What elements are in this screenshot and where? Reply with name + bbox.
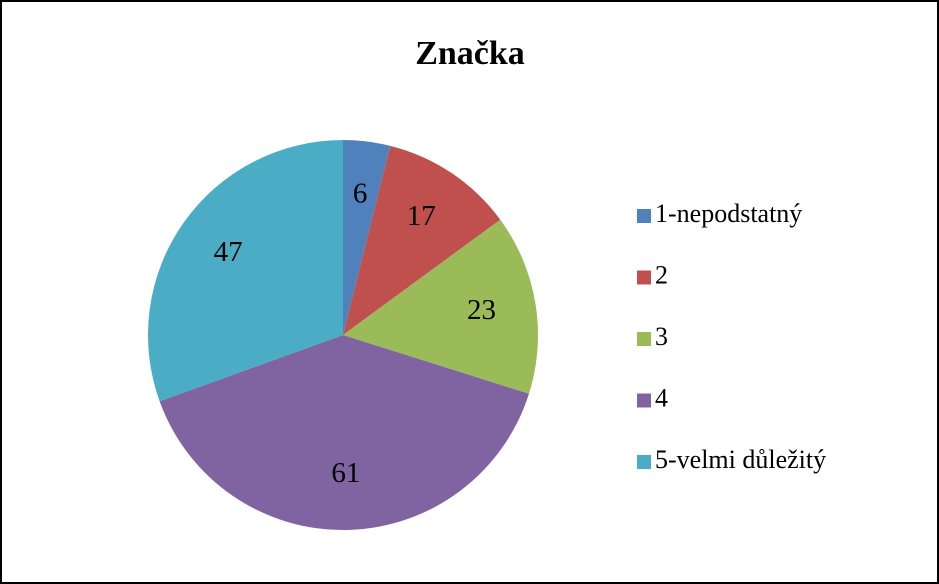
legend-swatch xyxy=(637,270,651,285)
legend-swatch xyxy=(637,455,651,469)
data-label: 47 xyxy=(214,236,243,268)
data-label: 17 xyxy=(407,200,436,232)
legend-label: 2 xyxy=(655,260,668,289)
legend-label: 4 xyxy=(655,383,668,412)
chart-title: Značka xyxy=(415,35,525,72)
pie-slice xyxy=(148,140,343,402)
legend-label: 1-nepodstatný xyxy=(655,199,802,228)
legend-label: 5-velmi důležitý xyxy=(655,445,826,474)
legend-swatch xyxy=(637,393,651,408)
pie-slice xyxy=(159,335,529,531)
data-label: 6 xyxy=(353,177,368,209)
pie-slice xyxy=(343,219,538,394)
pie-slice xyxy=(343,140,391,335)
legend-label: 3 xyxy=(655,322,668,351)
legend-swatch xyxy=(637,209,651,223)
pie-slice xyxy=(343,145,501,335)
data-label: 61 xyxy=(331,457,360,489)
legend-swatch xyxy=(637,332,651,346)
data-label: 23 xyxy=(467,294,496,326)
